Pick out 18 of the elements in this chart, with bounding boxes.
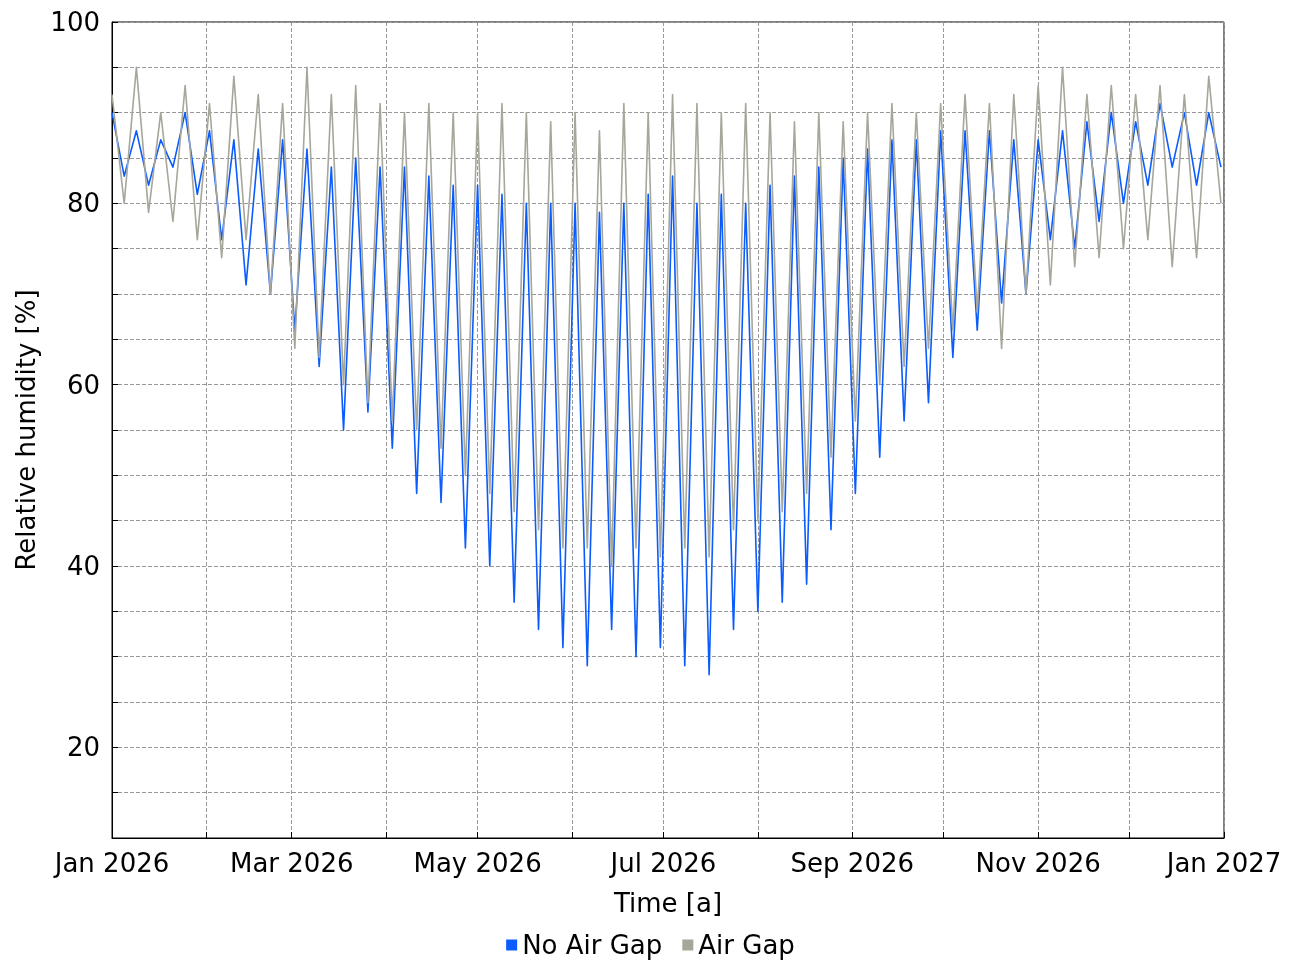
y-tick-label: 20 [66, 732, 100, 763]
x-axis-title: Time [a] [612, 888, 723, 918]
x-tick-label: May 2026 [413, 848, 542, 878]
x-tick-label: Jul 2026 [608, 848, 717, 878]
x-tick-label: Jan 2027 [1164, 848, 1282, 878]
legend-label: Air Gap [698, 930, 795, 960]
y-tick-label: 100 [50, 7, 100, 37]
line-series [111, 102, 1222, 676]
y-tick-label: 40 [66, 551, 100, 581]
x-tick-label: Jan 2026 [52, 848, 170, 878]
x-tick-label: Sep 2026 [790, 848, 915, 878]
y-tick-label: 60 [66, 369, 100, 400]
x-tick-label: Nov 2026 [975, 848, 1101, 878]
y-tick-label: 80 [66, 188, 100, 219]
legend-label: No Air Gap [522, 930, 663, 960]
y-axis-title: Relative humidity [%] [11, 289, 42, 571]
x-tick-label: Mar 2026 [230, 848, 354, 878]
line-series [111, 66, 1222, 567]
